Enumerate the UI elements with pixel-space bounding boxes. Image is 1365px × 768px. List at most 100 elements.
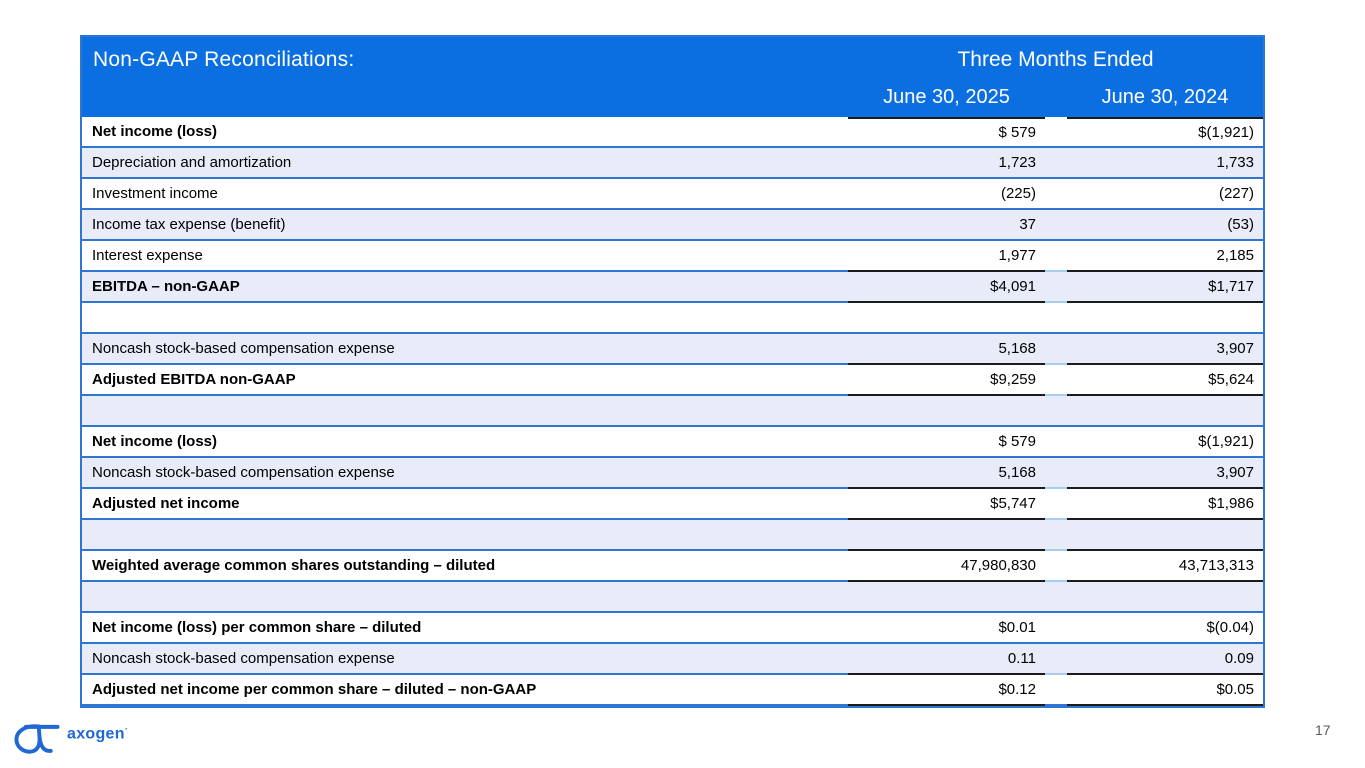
- axogen-logo: axogen·: [13, 712, 128, 758]
- value-column-gap: [1045, 396, 1067, 427]
- value-column-gap: [1045, 458, 1067, 489]
- table-row: [82, 396, 1263, 427]
- period-header: Three Months Ended: [957, 47, 1154, 71]
- row-value-june-30-2024: $1,986: [1067, 489, 1263, 520]
- table-header-top-row: Non-GAAP Reconciliations: Three Months E…: [82, 37, 1263, 82]
- row-value-june-30-2025: [848, 582, 1045, 613]
- column-header-june-30-2025: June 30, 2025: [883, 86, 1010, 108]
- table-row: Depreciation and amortization 1,723 1,73…: [82, 148, 1263, 179]
- value-column-gap: [1045, 365, 1067, 396]
- row-label: [82, 582, 848, 613]
- table-row: Net income (loss) $ 579 $(1,921): [82, 117, 1263, 148]
- row-value-june-30-2024: [1067, 582, 1263, 613]
- table-row: Net income (loss) $ 579 $(1,921): [82, 427, 1263, 458]
- value-column-gap: [1045, 272, 1067, 303]
- row-value-june-30-2025: 37: [848, 210, 1045, 241]
- table-row: Interest expense 1,977 2,185: [82, 241, 1263, 272]
- row-value-june-30-2025: $0.12: [848, 675, 1045, 706]
- table-row: Weighted average common shares outstandi…: [82, 551, 1263, 582]
- row-value-june-30-2025: 1,977: [848, 241, 1045, 272]
- row-label: Net income (loss): [82, 117, 848, 148]
- row-label: Investment income: [82, 179, 848, 210]
- row-value-june-30-2025: 47,980,830: [848, 551, 1045, 582]
- row-value-june-30-2024: (227): [1067, 179, 1263, 210]
- row-value-june-30-2024: $1,717: [1067, 272, 1263, 303]
- row-label: Interest expense: [82, 241, 848, 272]
- row-value-june-30-2025: $4,091: [848, 272, 1045, 303]
- row-value-june-30-2025: [848, 396, 1045, 427]
- table-row: EBITDA – non-GAAP $4,091 $1,717: [82, 272, 1263, 303]
- table-row: Investment income (225) (227): [82, 179, 1263, 210]
- row-value-june-30-2024: $5,624: [1067, 365, 1263, 396]
- row-label: Adjusted EBITDA non-GAAP: [82, 365, 848, 396]
- table-row: [82, 582, 1263, 613]
- table-row: [82, 520, 1263, 551]
- row-value-june-30-2024: (53): [1067, 210, 1263, 241]
- value-column-gap: [1045, 644, 1067, 675]
- row-value-june-30-2025: $0.01: [848, 613, 1045, 644]
- axogen-logo-icon: [14, 724, 60, 754]
- row-value-june-30-2024: 0.09: [1067, 644, 1263, 675]
- value-column-gap: [1045, 117, 1067, 148]
- row-value-june-30-2025: 1,723: [848, 148, 1045, 179]
- row-label: Net income (loss) per common share – dil…: [82, 613, 848, 644]
- row-value-june-30-2025: $9,259: [848, 365, 1045, 396]
- row-label: [82, 520, 848, 551]
- value-column-gap: [1045, 303, 1067, 334]
- value-column-gap: [1045, 241, 1067, 272]
- row-value-june-30-2025: 0.11: [848, 644, 1045, 675]
- row-label: [82, 303, 848, 334]
- table-header-date-row: June 30, 2025 June 30, 2024: [82, 82, 1263, 117]
- value-column-gap: [1045, 520, 1067, 551]
- row-label: Noncash stock-based compensation expense: [82, 458, 848, 489]
- table-row: Adjusted EBITDA non-GAAP $9,259 $5,624: [82, 365, 1263, 396]
- row-value-june-30-2024: $(1,921): [1067, 427, 1263, 458]
- row-value-june-30-2024: 3,907: [1067, 458, 1263, 489]
- row-label: Adjusted net income: [82, 489, 848, 520]
- column-header-june-30-2024: June 30, 2024: [1101, 86, 1229, 108]
- row-label: Income tax expense (benefit): [82, 210, 848, 241]
- table-row: Noncash stock-based compensation expense…: [82, 644, 1263, 675]
- table-header: Non-GAAP Reconciliations: Three Months E…: [82, 37, 1263, 117]
- value-column-gap: [1045, 582, 1067, 613]
- value-column-gap: [1045, 427, 1067, 458]
- row-value-june-30-2025: $ 579: [848, 117, 1045, 148]
- table-row: Net income (loss) per common share – dil…: [82, 613, 1263, 644]
- row-value-june-30-2024: $(1,921): [1067, 117, 1263, 148]
- row-label: Noncash stock-based compensation expense: [82, 644, 848, 675]
- axogen-logo-text: axogen·: [67, 724, 129, 743]
- table-row: Noncash stock-based compensation expense…: [82, 458, 1263, 489]
- row-label: Depreciation and amortization: [82, 148, 848, 179]
- value-column-gap: [1045, 489, 1067, 520]
- row-value-june-30-2024: 1,733: [1067, 148, 1263, 179]
- table-row: Adjusted net income $5,747 $1,986: [82, 489, 1263, 520]
- value-column-gap: [1045, 210, 1067, 241]
- table-row: Adjusted net income per common share – d…: [82, 675, 1263, 706]
- row-value-june-30-2024: 2,185: [1067, 241, 1263, 272]
- non-gaap-reconciliation-table: Non-GAAP Reconciliations: Three Months E…: [80, 35, 1265, 708]
- table-row: [82, 303, 1263, 334]
- row-value-june-30-2025: [848, 520, 1045, 551]
- value-column-gap: [1045, 675, 1067, 706]
- table-body: Net income (loss) $ 579 $(1,921) Depreci…: [82, 117, 1263, 706]
- value-column-gap: [1045, 613, 1067, 644]
- axogen-trademark-dot: ·: [124, 724, 129, 735]
- page-number: 17: [1315, 722, 1331, 738]
- row-value-june-30-2024: [1067, 303, 1263, 334]
- value-column-gap: [1045, 551, 1067, 582]
- row-value-june-30-2024: $0.05: [1067, 675, 1263, 706]
- table-title: Non-GAAP Reconciliations:: [93, 47, 355, 71]
- row-label: Adjusted net income per common share – d…: [82, 675, 848, 706]
- row-value-june-30-2024: 43,713,313: [1067, 551, 1263, 582]
- value-column-gap: [1045, 334, 1067, 365]
- table-row: Noncash stock-based compensation expense…: [82, 334, 1263, 365]
- row-value-june-30-2025: $5,747: [848, 489, 1045, 520]
- row-value-june-30-2025: (225): [848, 179, 1045, 210]
- row-value-june-30-2024: [1067, 396, 1263, 427]
- row-label: Weighted average common shares outstandi…: [82, 551, 848, 582]
- row-value-june-30-2025: [848, 303, 1045, 334]
- row-value-june-30-2024: $(0.04): [1067, 613, 1263, 644]
- value-column-gap: [1045, 148, 1067, 179]
- row-label: Net income (loss): [82, 427, 848, 458]
